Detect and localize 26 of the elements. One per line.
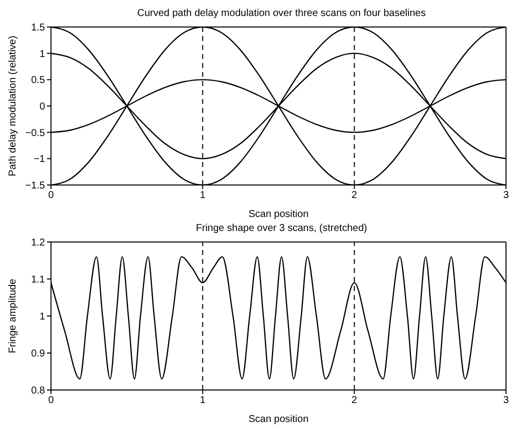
x-tick-label: 1 <box>200 190 206 202</box>
x-tick-label: 3 <box>503 395 510 406</box>
y-tick-label: 1.2 <box>31 238 46 249</box>
chart-title: Curved path delay modulation over three scans on four baselines <box>136 8 427 21</box>
x-tick-label: 0 <box>48 190 54 202</box>
y-tick-label: −1.5 <box>25 180 46 192</box>
y-tick-label: 1.5 <box>31 22 46 34</box>
x-tick-label: 1 <box>200 395 206 406</box>
x-tick-label: 0 <box>48 395 54 406</box>
x-tick-label: 2 <box>352 395 358 406</box>
y-tick-label: −1 <box>34 154 46 166</box>
y-tick-label: 1 <box>39 312 46 323</box>
y-tick-label: 1.1 <box>31 274 46 286</box>
y-axis-title: Path delay modulation (relative) <box>8 36 19 176</box>
y-axis-title: Fringe amplitude <box>8 278 19 354</box>
y-tick-label: 0.9 <box>31 348 46 360</box>
x-axis-title: Scan position <box>248 414 309 425</box>
y-tick-label: 0.8 <box>31 386 46 397</box>
y-tick-label: 0.5 <box>31 75 46 86</box>
x-axis-title: Scan position <box>248 209 309 220</box>
y-tick-label: −0.5 <box>25 128 46 139</box>
y-tick-label: 1 <box>39 48 46 60</box>
x-tick-label: 2 <box>352 190 358 202</box>
chart-title: Fringe shape over 3 scans, (stretched) <box>194 223 368 236</box>
x-tick-label: 3 <box>503 190 510 202</box>
y-tick-label: 0 <box>39 102 46 113</box>
